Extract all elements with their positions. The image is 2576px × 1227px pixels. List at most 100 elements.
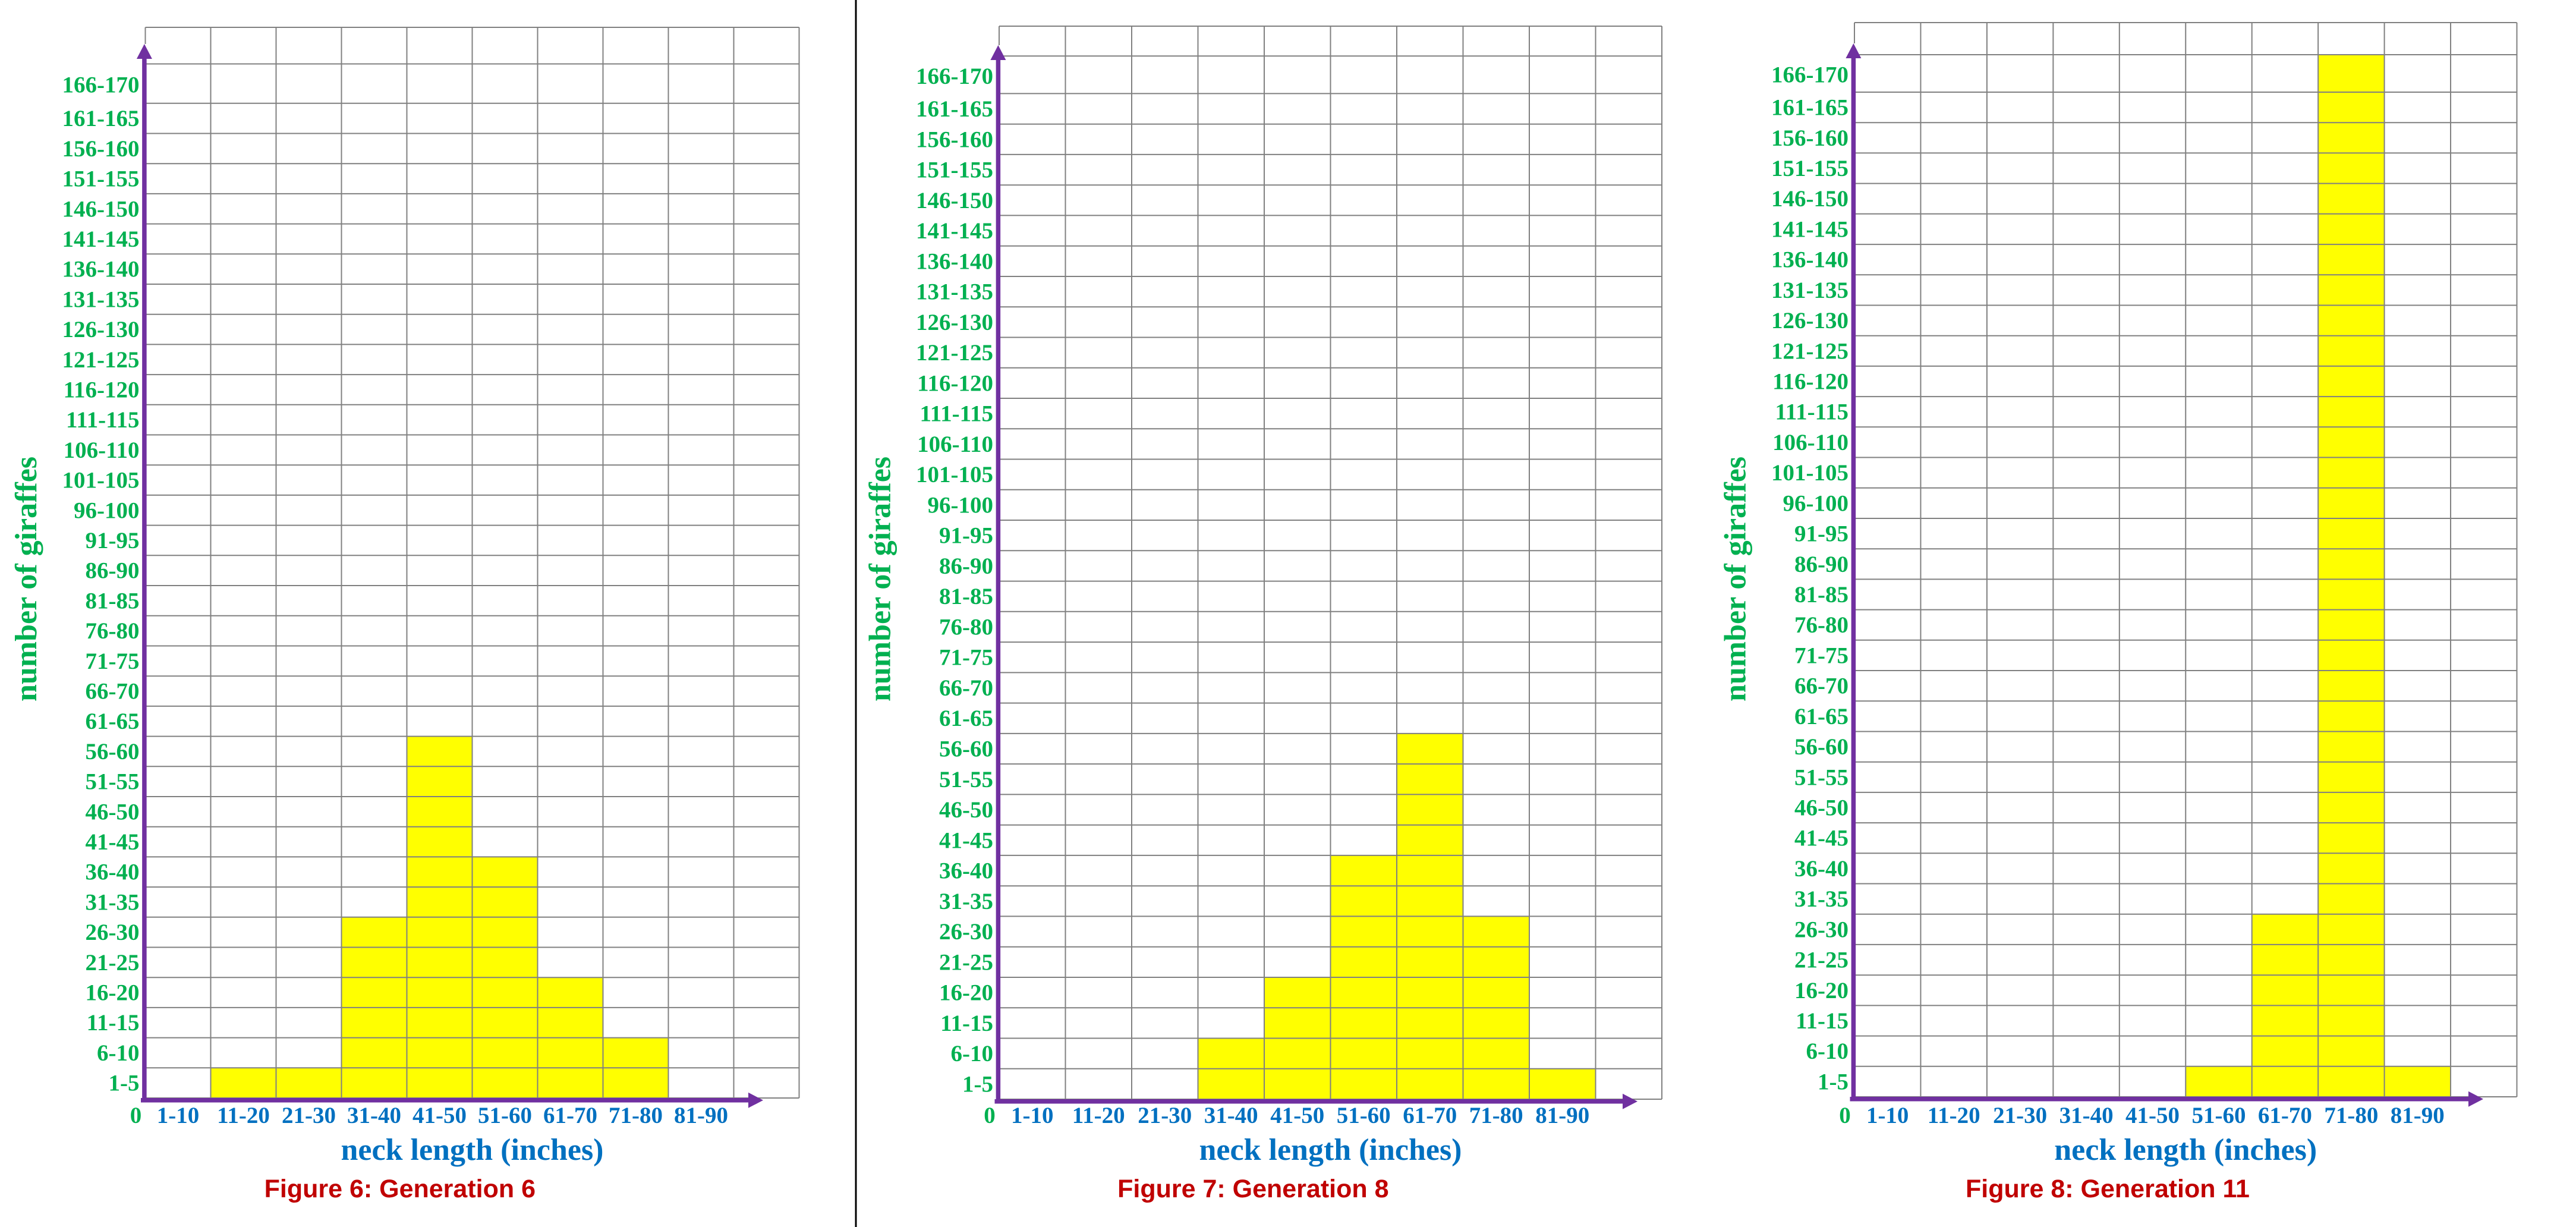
svg-text:1-10: 1-10 (157, 1103, 200, 1128)
svg-text:111-115: 111-115 (1775, 399, 1848, 425)
svg-text:116-120: 116-120 (64, 377, 140, 403)
svg-text:21-30: 21-30 (1138, 1103, 1192, 1128)
svg-text:71-80: 71-80 (609, 1103, 663, 1128)
svg-text:61-65: 61-65 (1794, 704, 1848, 729)
svg-text:51-55: 51-55 (939, 767, 993, 792)
svg-text:1-5: 1-5 (962, 1071, 993, 1097)
svg-text:56-60: 56-60 (1794, 734, 1848, 760)
svg-text:16-20: 16-20 (1794, 978, 1848, 1003)
svg-text:76-80: 76-80 (86, 618, 140, 644)
svg-text:156-160: 156-160 (62, 136, 140, 162)
svg-text:11-20: 11-20 (1928, 1103, 1980, 1128)
svg-text:36-40: 36-40 (86, 860, 140, 885)
svg-text:1-10: 1-10 (1866, 1103, 1909, 1128)
svg-text:116-120: 116-120 (917, 370, 993, 396)
svg-text:31-40: 31-40 (1204, 1103, 1258, 1128)
svg-text:126-130: 126-130 (62, 317, 140, 342)
svg-text:Figure 6: Generation 6: Figure 6: Generation 6 (264, 1175, 536, 1203)
svg-text:neck length (inches): neck length (inches) (1199, 1133, 1462, 1167)
svg-text:neck length (inches): neck length (inches) (341, 1133, 604, 1167)
svg-text:61-65: 61-65 (86, 709, 140, 734)
svg-text:66-70: 66-70 (86, 679, 140, 704)
svg-text:91-95: 91-95 (939, 523, 993, 549)
svg-text:number of giraffes: number of giraffes (1719, 457, 1753, 701)
svg-text:61-65: 61-65 (939, 706, 993, 731)
svg-text:141-145: 141-145 (62, 226, 140, 252)
svg-text:41-45: 41-45 (1794, 826, 1848, 851)
svg-text:166-170: 166-170 (916, 64, 993, 89)
svg-text:106-110: 106-110 (1772, 430, 1848, 455)
svg-text:146-150: 146-150 (62, 196, 140, 222)
svg-text:86-90: 86-90 (86, 558, 140, 584)
svg-text:6-10: 6-10 (951, 1041, 994, 1066)
svg-text:71-80: 71-80 (2324, 1103, 2378, 1128)
svg-text:56-60: 56-60 (86, 739, 140, 764)
svg-text:101-105: 101-105 (1771, 460, 1848, 486)
svg-text:166-170: 166-170 (62, 73, 140, 98)
svg-text:6-10: 6-10 (1806, 1039, 1849, 1064)
svg-text:126-130: 126-130 (1771, 308, 1848, 334)
svg-text:91-95: 91-95 (86, 528, 140, 553)
svg-text:51-55: 51-55 (1794, 764, 1848, 790)
svg-text:41-50: 41-50 (2125, 1103, 2180, 1128)
svg-text:11-20: 11-20 (217, 1103, 270, 1128)
svg-text:156-160: 156-160 (1771, 125, 1848, 151)
svg-text:51-60: 51-60 (478, 1103, 532, 1128)
svg-text:31-40: 31-40 (347, 1103, 401, 1128)
svg-text:81-90: 81-90 (1535, 1103, 1589, 1128)
svg-text:1-5: 1-5 (1818, 1069, 1848, 1094)
svg-text:71-80: 71-80 (1469, 1103, 1523, 1128)
svg-text:46-50: 46-50 (86, 799, 140, 825)
svg-text:51-60: 51-60 (1337, 1103, 1391, 1128)
svg-text:31-35: 31-35 (86, 889, 140, 915)
svg-text:161-165: 161-165 (916, 96, 993, 122)
svg-text:61-70: 61-70 (543, 1103, 597, 1128)
svg-text:Figure 8: Generation 11: Figure 8: Generation 11 (1966, 1175, 2250, 1203)
svg-text:26-30: 26-30 (939, 919, 993, 945)
svg-text:81-85: 81-85 (939, 584, 993, 609)
svg-text:51-55: 51-55 (86, 769, 140, 795)
svg-text:71-75: 71-75 (1794, 643, 1848, 668)
svg-text:11-15: 11-15 (87, 1010, 140, 1036)
svg-text:31-35: 31-35 (1794, 886, 1848, 912)
svg-text:11-15: 11-15 (1796, 1008, 1848, 1034)
svg-text:121-125: 121-125 (916, 340, 993, 366)
svg-text:81-85: 81-85 (86, 588, 140, 614)
svg-text:131-135: 131-135 (62, 287, 140, 312)
svg-text:131-135: 131-135 (916, 279, 993, 305)
svg-text:6-10: 6-10 (97, 1040, 140, 1066)
svg-text:neck length (inches): neck length (inches) (2054, 1133, 2317, 1167)
svg-text:146-150: 146-150 (1771, 186, 1848, 212)
svg-text:46-50: 46-50 (1794, 795, 1848, 821)
svg-text:96-100: 96-100 (1783, 490, 1849, 516)
svg-text:46-50: 46-50 (939, 797, 993, 823)
svg-text:61-70: 61-70 (1403, 1103, 1457, 1128)
svg-text:21-30: 21-30 (282, 1103, 336, 1128)
svg-text:136-140: 136-140 (916, 248, 993, 274)
svg-text:116-120: 116-120 (1772, 369, 1848, 395)
svg-text:81-90: 81-90 (2391, 1103, 2445, 1128)
svg-text:41-45: 41-45 (86, 829, 140, 855)
svg-text:161-165: 161-165 (1771, 95, 1848, 121)
svg-text:36-40: 36-40 (1794, 856, 1848, 882)
svg-text:161-165: 161-165 (62, 106, 140, 131)
svg-text:26-30: 26-30 (86, 920, 140, 945)
svg-text:61-70: 61-70 (2258, 1103, 2312, 1128)
svg-text:86-90: 86-90 (1794, 552, 1848, 577)
svg-text:146-150: 146-150 (916, 188, 993, 213)
svg-text:131-135: 131-135 (1771, 278, 1848, 303)
svg-text:1-10: 1-10 (1011, 1103, 1054, 1128)
svg-text:101-105: 101-105 (62, 468, 140, 493)
svg-text:156-160: 156-160 (916, 127, 993, 152)
svg-text:136-140: 136-140 (1771, 247, 1848, 273)
svg-text:86-90: 86-90 (939, 553, 993, 579)
svg-text:Figure 7: Generation 8: Figure 7: Generation 8 (1117, 1175, 1388, 1203)
svg-text:96-100: 96-100 (74, 498, 140, 523)
svg-text:76-80: 76-80 (1794, 612, 1848, 638)
svg-text:11-15: 11-15 (940, 1011, 993, 1036)
svg-text:31-35: 31-35 (939, 889, 993, 914)
svg-text:16-20: 16-20 (86, 980, 140, 1006)
svg-text:126-130: 126-130 (916, 310, 993, 335)
svg-text:96-100: 96-100 (928, 492, 994, 518)
svg-text:151-155: 151-155 (62, 166, 140, 192)
